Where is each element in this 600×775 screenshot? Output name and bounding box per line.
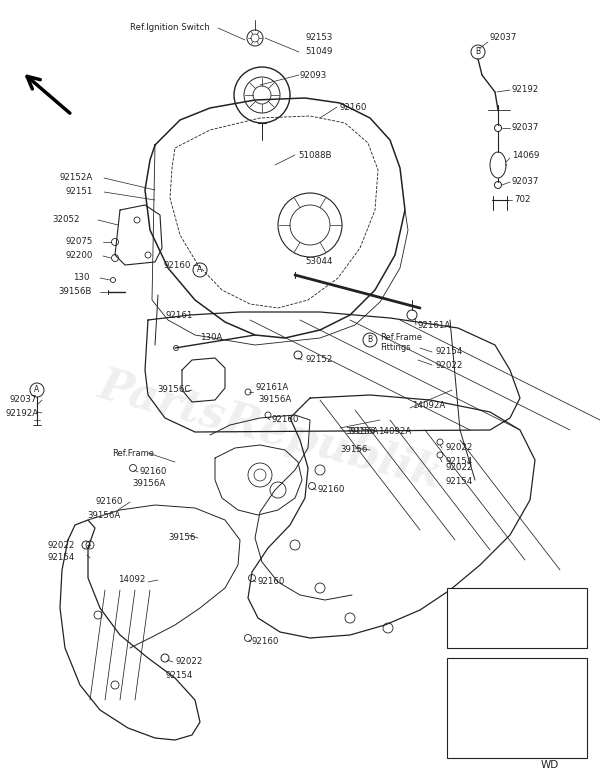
Text: (51088): (51088)	[451, 594, 485, 602]
Text: 130: 130	[73, 274, 89, 283]
Text: 92037: 92037	[512, 177, 539, 187]
Text: 14092A: 14092A	[378, 428, 411, 436]
Text: 92037: 92037	[490, 33, 517, 43]
Text: PartsRepublik: PartsRepublik	[93, 363, 447, 497]
Text: 92152: 92152	[305, 356, 332, 364]
Text: 39156: 39156	[340, 446, 367, 454]
Text: 39156A: 39156A	[132, 480, 165, 488]
Text: 92200: 92200	[65, 252, 92, 260]
Text: B: B	[367, 336, 373, 345]
Text: (51088B): (51088B)	[451, 633, 491, 642]
Text: (51088A): (51088A)	[451, 614, 491, 622]
Text: 39156: 39156	[168, 533, 196, 542]
Text: 92160: 92160	[272, 415, 299, 425]
Text: 92022: 92022	[48, 540, 76, 549]
Text: 92154: 92154	[435, 347, 463, 356]
Text: 39156A: 39156A	[258, 395, 291, 405]
Text: 130A: 130A	[200, 333, 223, 343]
Text: 92151: 92151	[65, 188, 92, 197]
Text: 39156A: 39156A	[87, 511, 120, 519]
Text: 92161A: 92161A	[255, 384, 288, 392]
Text: 92022: 92022	[445, 443, 472, 453]
Text: 92037: 92037	[10, 395, 37, 405]
Text: 92037: 92037	[512, 123, 539, 133]
Text: WD: WD	[541, 760, 559, 770]
Text: 92075: 92075	[65, 237, 92, 246]
Bar	[447, 588, 587, 648]
Bar	[447, 658, 587, 758]
Text: 51088B: 51088B	[298, 150, 331, 160]
Text: 92154: 92154	[445, 477, 472, 487]
Text: Ref.Frame: Ref.Frame	[380, 333, 422, 343]
Text: B: B	[475, 47, 481, 57]
Text: 14092A: 14092A	[412, 401, 445, 409]
Text: 14069: 14069	[512, 150, 539, 160]
Text: 92160: 92160	[140, 467, 167, 477]
Text: 92022: 92022	[435, 360, 463, 370]
Text: Fittings: Fittings	[380, 343, 410, 353]
Text: Green: Green	[528, 594, 554, 602]
Text: 14092: 14092	[118, 576, 145, 584]
Text: 39156B: 39156B	[58, 288, 91, 297]
Text: 92160: 92160	[95, 498, 122, 507]
Text: 92160: 92160	[318, 485, 346, 494]
Text: 92192: 92192	[512, 85, 539, 95]
Text: A: A	[197, 266, 203, 274]
Text: 92160: 92160	[163, 260, 190, 270]
Text: Gray: Gray	[528, 614, 548, 622]
Text: Black: Black	[528, 633, 551, 642]
Text: 39156: 39156	[348, 428, 376, 436]
Text: 702: 702	[514, 195, 530, 205]
Text: 92153: 92153	[305, 33, 332, 43]
Text: 92154: 92154	[165, 670, 193, 680]
Text: 92192A: 92192A	[5, 408, 38, 418]
Text: 92160: 92160	[340, 102, 367, 112]
Text: 92160: 92160	[252, 638, 280, 646]
Text: Kawasaki: Kawasaki	[496, 719, 529, 725]
Text: 32052: 32052	[52, 215, 79, 225]
Text: Ref.Frame: Ref.Frame	[112, 449, 154, 457]
Text: 92152A: 92152A	[60, 174, 93, 182]
Text: 92160: 92160	[258, 577, 286, 587]
Text: A: A	[34, 385, 40, 394]
Text: Ref.Ignition Switch: Ref.Ignition Switch	[130, 23, 210, 33]
Text: 51049: 51049	[305, 47, 332, 57]
Text: 92154: 92154	[445, 457, 472, 467]
Text: 92093: 92093	[300, 71, 327, 80]
Text: 39156A: 39156A	[345, 428, 378, 436]
Text: 92022: 92022	[445, 463, 472, 473]
Text: 92022: 92022	[175, 657, 202, 666]
Text: 92161A: 92161A	[418, 321, 451, 329]
Text: 92161: 92161	[165, 311, 193, 319]
Text: 39156C: 39156C	[157, 385, 190, 394]
Text: 92154: 92154	[48, 553, 76, 563]
Text: 53044: 53044	[305, 257, 332, 267]
Text: (51088/A/B): (51088/A/B)	[451, 663, 503, 673]
